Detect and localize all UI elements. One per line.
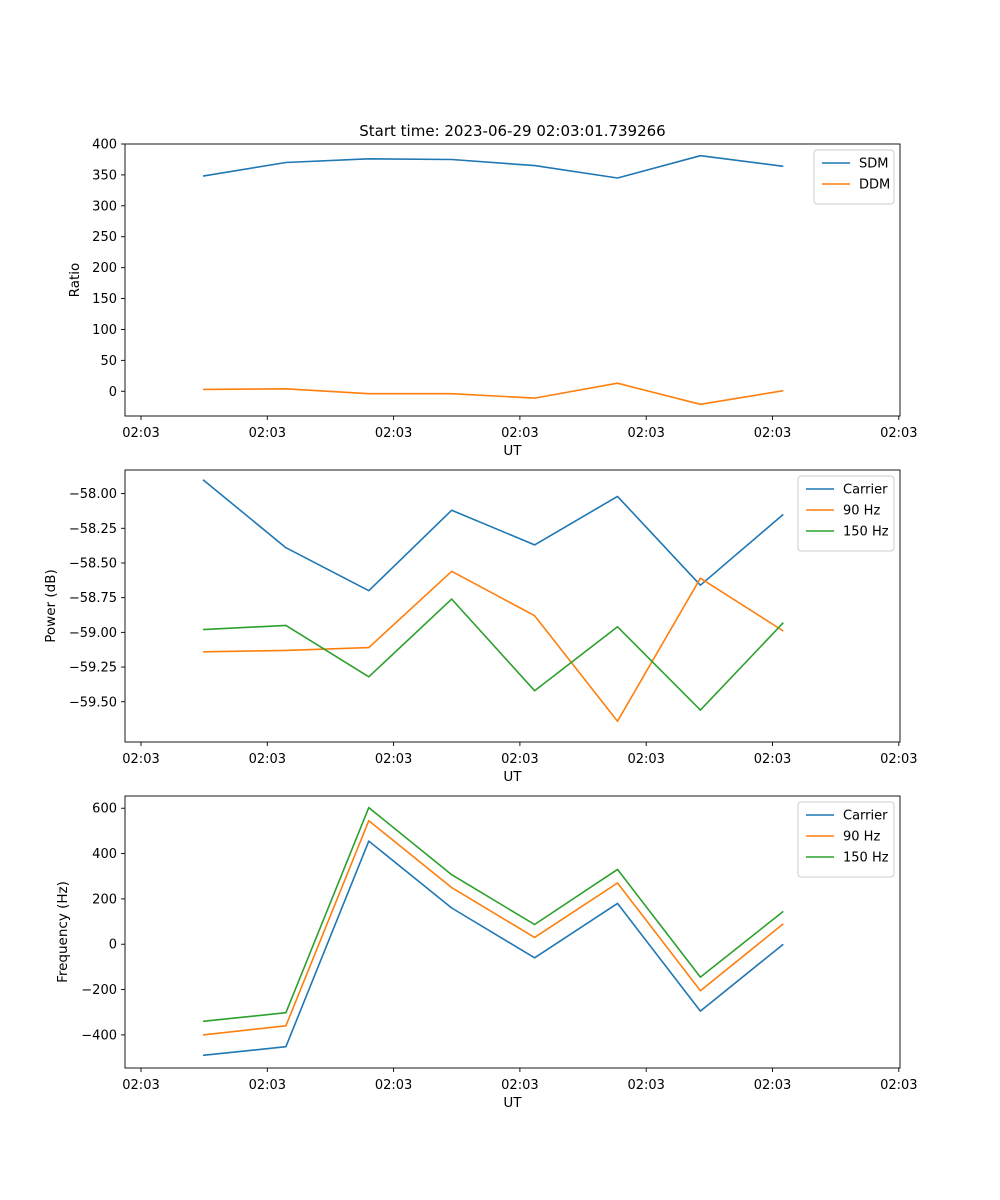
chart-panel-1: 0 50 100 150 200 250 300 350 400 02:03 02:03 02:03 0… bbox=[67, 138, 918, 460]
x-tick-label: 02:03 bbox=[627, 1078, 664, 1093]
y-tick-label: −59.25 bbox=[69, 661, 117, 676]
y-tick-label: −200 bbox=[81, 983, 117, 998]
legend: Carrier 90 Hz 150 Hz bbox=[797, 475, 895, 552]
y-tick-label: 200 bbox=[92, 261, 117, 276]
x-tick-label: 02:03 bbox=[501, 1078, 538, 1093]
y-tick-label: 0 bbox=[109, 938, 117, 953]
legend-label: 90 Hz bbox=[843, 504, 880, 519]
y-tick-label: −58.75 bbox=[69, 591, 117, 606]
series-line-sdm bbox=[202, 154, 784, 179]
y-tick-label: 400 bbox=[92, 138, 117, 153]
y-tick-label: 350 bbox=[92, 168, 117, 183]
y-tick-label: −400 bbox=[81, 1028, 117, 1043]
y-tick-label: 100 bbox=[92, 323, 117, 338]
legend: Carrier 90 Hz 150 Hz bbox=[797, 801, 895, 878]
x-tick-label: 02:03 bbox=[501, 752, 538, 767]
series-line-90-hz bbox=[202, 819, 784, 1036]
x-tick-label: 02:03 bbox=[627, 752, 664, 767]
chart-panel-3: −400 −200 0 200 400 600 02:03 02:03 02:03 02:03 02… bbox=[55, 795, 918, 1111]
x-tick-label: 02:03 bbox=[249, 426, 286, 441]
chart-panel-2: −59.50 −59.25 −59.00 −58.75 −58.50 −58.25 −58.… bbox=[43, 469, 918, 785]
charts-container: 0 50 100 150 200 250 300 350 400 02:03 02:03 02:03 0… bbox=[43, 138, 918, 1112]
x-tick-label: 02:03 bbox=[249, 1078, 286, 1093]
y-axis-label: Ratio bbox=[67, 263, 83, 298]
x-tick-label: 02:03 bbox=[122, 426, 159, 441]
series-line-carrier bbox=[202, 840, 784, 1057]
y-tick-label: 150 bbox=[92, 292, 117, 307]
legend-box bbox=[797, 475, 895, 552]
series-line-carrier bbox=[202, 479, 784, 592]
x-tick-label: 02:03 bbox=[249, 752, 286, 767]
legend-label: 150 Hz bbox=[843, 851, 889, 866]
x-tick-label: 02:03 bbox=[122, 1078, 159, 1093]
series-line-90-hz bbox=[202, 570, 784, 723]
legend: SDM DDM bbox=[813, 149, 895, 205]
legend-label: 150 Hz bbox=[843, 525, 889, 540]
legend-label: DDM bbox=[859, 178, 890, 193]
series-line-150-hz bbox=[202, 598, 784, 711]
legend-label: SDM bbox=[859, 157, 888, 172]
plot-area-frame bbox=[124, 795, 901, 1069]
y-tick-label: −58.50 bbox=[69, 556, 117, 571]
x-tick-label: 02:03 bbox=[754, 1078, 791, 1093]
y-axis-label: Frequency (Hz) bbox=[55, 881, 71, 983]
x-tick-label: 02:03 bbox=[754, 752, 791, 767]
figure-title: Start time: 2023-06-29 02:03:01.739266 bbox=[359, 122, 665, 140]
x-axis-label: UT bbox=[503, 1095, 522, 1111]
x-axis-label: UT bbox=[503, 443, 522, 459]
plot-area-frame bbox=[124, 143, 901, 417]
x-tick-label: 02:03 bbox=[880, 752, 917, 767]
y-tick-label: 400 bbox=[92, 847, 117, 862]
plot-area-frame bbox=[124, 469, 901, 743]
y-tick-label: −59.00 bbox=[69, 626, 117, 641]
x-tick-label: 02:03 bbox=[375, 426, 412, 441]
legend-label: Carrier bbox=[843, 809, 888, 824]
x-axis-label: UT bbox=[503, 769, 522, 785]
legend-label: Carrier bbox=[843, 483, 888, 498]
x-tick-label: 02:03 bbox=[375, 1078, 412, 1093]
x-tick-label: 02:03 bbox=[880, 426, 917, 441]
series-line-150-hz bbox=[202, 806, 784, 1023]
y-tick-label: 600 bbox=[92, 802, 117, 817]
x-tick-label: 02:03 bbox=[122, 752, 159, 767]
x-tick-label: 02:03 bbox=[627, 426, 664, 441]
x-tick-label: 02:03 bbox=[880, 1078, 917, 1093]
y-tick-label: 0 bbox=[109, 385, 117, 400]
y-tick-label: −58.25 bbox=[69, 522, 117, 537]
y-tick-label: 300 bbox=[92, 199, 117, 214]
y-axis-label: Power (dB) bbox=[43, 569, 59, 642]
legend-label: 90 Hz bbox=[843, 830, 880, 845]
legend-box bbox=[797, 801, 895, 878]
y-tick-label: 250 bbox=[92, 230, 117, 245]
y-tick-label: 200 bbox=[92, 892, 117, 907]
x-tick-label: 02:03 bbox=[501, 426, 538, 441]
series-line-ddm bbox=[202, 382, 784, 406]
x-tick-label: 02:03 bbox=[375, 752, 412, 767]
x-tick-label: 02:03 bbox=[754, 426, 791, 441]
y-tick-label: −59.50 bbox=[69, 695, 117, 710]
y-tick-label: 50 bbox=[100, 354, 117, 369]
y-tick-label: −58.00 bbox=[69, 487, 117, 502]
